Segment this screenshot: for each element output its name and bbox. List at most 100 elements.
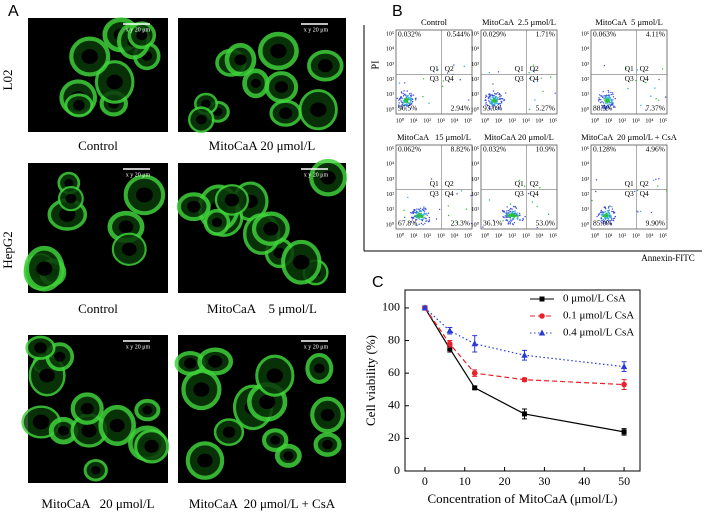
x-tick-label: 0 — [422, 474, 428, 488]
event-dot — [492, 90, 495, 92]
event-dot — [605, 99, 608, 102]
event-dot — [509, 209, 511, 211]
x-tick-label: 10³ — [522, 233, 530, 239]
event-dot — [610, 218, 613, 220]
x-axis-label: Concentration of MitoCaA (μmol/L) — [427, 491, 617, 506]
event-dot — [528, 71, 530, 74]
event-dot — [606, 97, 608, 99]
marker — [471, 370, 478, 376]
event-dot — [496, 93, 498, 95]
nucleus — [279, 107, 293, 120]
event-dot — [613, 212, 616, 214]
event-dot — [423, 207, 425, 210]
y-tick-label: 10³ — [386, 62, 394, 68]
x-tick-label: 10³ — [632, 118, 640, 124]
event-dot — [500, 100, 502, 103]
y-tick-label: 60 — [388, 365, 400, 379]
flow-plot — [395, 144, 473, 230]
event-dot — [498, 98, 500, 101]
nucleus — [274, 81, 289, 93]
event-dot — [600, 211, 603, 214]
event-dot — [419, 207, 422, 209]
event-dot — [411, 212, 414, 214]
x-tick-label: 10² — [618, 118, 626, 124]
nucleus — [320, 170, 336, 185]
x-tick-label: 10³ — [522, 118, 530, 124]
y-tick-label: 10² — [581, 77, 589, 83]
event-dot — [610, 103, 613, 106]
event-dot — [396, 97, 398, 100]
event-dot — [399, 97, 402, 99]
nucleus — [211, 217, 223, 227]
event-dot — [509, 219, 512, 221]
quadrant-value: 85.0% — [593, 219, 612, 228]
event-dot — [511, 223, 514, 225]
event-dot — [494, 103, 496, 105]
quadrant-name: Q2 — [640, 64, 649, 73]
event-dot — [420, 210, 422, 212]
event-dot — [489, 106, 491, 108]
x-tick-label: 10⁰ — [396, 232, 405, 239]
event-dot — [463, 65, 465, 68]
event-dot — [408, 93, 411, 95]
event-dot — [398, 98, 401, 100]
event-dot — [492, 107, 494, 109]
event-dot — [484, 99, 487, 101]
event-dot — [447, 214, 450, 217]
x-tick-label: 10¹ — [495, 118, 503, 124]
nucleus — [106, 74, 123, 90]
event-dot — [606, 103, 608, 105]
nucleus — [224, 193, 240, 207]
event-dot — [423, 213, 426, 215]
event-dot — [404, 103, 406, 106]
nucleus — [81, 49, 98, 64]
event-dot — [491, 105, 493, 107]
nucleus — [320, 408, 335, 422]
y-tick-label: 10¹ — [581, 207, 589, 213]
event-dot — [400, 105, 402, 107]
nucleus — [90, 465, 101, 475]
event-dot — [522, 218, 524, 221]
event-dot — [664, 96, 667, 98]
event-dot — [607, 91, 610, 93]
event-dot — [399, 96, 402, 98]
event-dot — [410, 102, 413, 105]
event-dot — [490, 103, 492, 105]
event-dot — [400, 91, 403, 94]
y-tick-label: 10⁵ — [581, 31, 589, 37]
x-tick-label: 10 — [459, 474, 471, 488]
event-dot — [606, 104, 609, 107]
event-dot — [514, 211, 516, 213]
event-dot — [609, 215, 612, 217]
event-dot — [598, 97, 600, 99]
event-dot — [528, 77, 531, 80]
event-dot — [497, 71, 500, 73]
event-dot — [509, 211, 511, 213]
y-tick-label: 10² — [386, 77, 394, 83]
nucleus — [184, 357, 197, 369]
event-dot — [650, 95, 652, 97]
event-dot — [417, 211, 419, 213]
event-dot — [420, 216, 422, 219]
event-dot — [603, 64, 606, 67]
nucleus — [135, 187, 153, 203]
event-dot — [499, 97, 501, 99]
event-dot — [608, 211, 610, 214]
event-dot — [518, 179, 520, 182]
x-tick-label: 30 — [538, 474, 550, 488]
marker — [620, 363, 628, 370]
event-dot — [421, 208, 424, 211]
event-dot — [602, 218, 605, 221]
y-tick-label: 10⁵ — [386, 146, 394, 152]
marker — [421, 304, 429, 311]
event-dot — [518, 212, 521, 215]
quadrant-value: 2.94% — [451, 104, 470, 113]
event-dot — [426, 214, 428, 216]
quadrant-name: Q3 — [625, 189, 634, 198]
event-dot — [614, 106, 616, 108]
event-dot — [489, 101, 491, 103]
event-dot — [456, 221, 459, 224]
event-dot — [424, 207, 427, 210]
event-dot — [536, 226, 539, 229]
event-dot — [507, 216, 509, 219]
